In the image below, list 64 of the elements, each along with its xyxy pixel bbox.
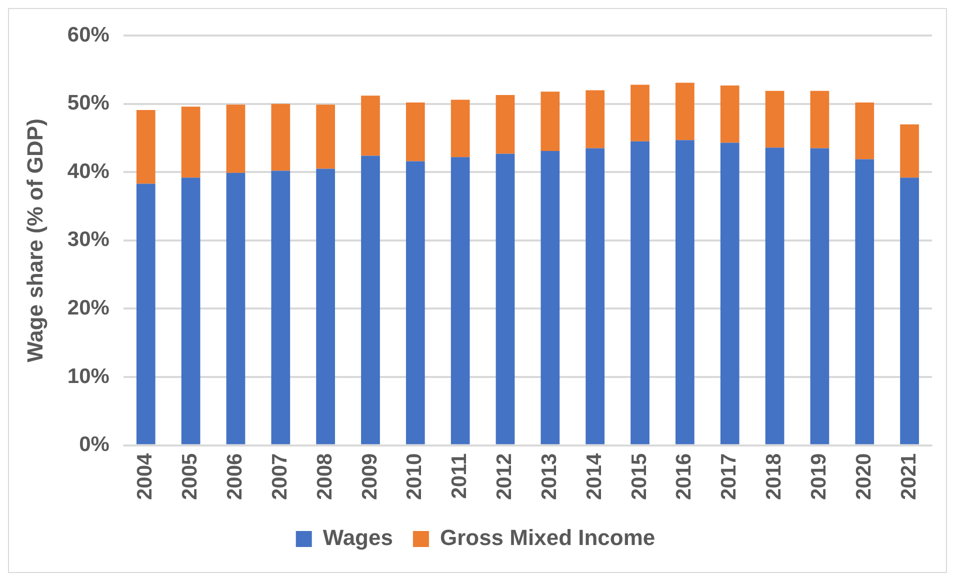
y-tick-label: 50% — [67, 92, 110, 115]
bar — [316, 104, 336, 169]
bar — [496, 95, 515, 154]
x-tick-label: 2010 — [403, 453, 426, 500]
bar — [855, 159, 874, 444]
y-tick-label: 40% — [67, 160, 110, 183]
x-tick-label: 2015 — [628, 452, 651, 500]
x-tick-label: 2007 — [268, 453, 292, 500]
bar — [540, 150, 560, 444]
x-tick-label: 2016 — [672, 453, 696, 500]
bar — [630, 84, 650, 142]
bar — [810, 148, 830, 444]
legend-label: Gross Mixed Income — [440, 525, 656, 550]
x-tick-label: 2020 — [852, 453, 876, 500]
x-tick-label: 2019 — [807, 453, 830, 500]
bar — [900, 124, 919, 178]
bar — [450, 157, 470, 444]
y-axis-title: Wage share (% of GDP) — [22, 118, 48, 362]
bar — [226, 104, 246, 173]
bar — [765, 148, 784, 444]
y-tick-label: 0% — [79, 433, 110, 456]
bar — [676, 82, 694, 140]
bar — [136, 110, 156, 184]
bar — [496, 154, 515, 444]
bar — [720, 142, 740, 444]
bar — [810, 90, 830, 148]
x-tick-label: 2014 — [582, 452, 606, 500]
bar — [181, 106, 200, 178]
x-tick-label: 2021 — [897, 452, 920, 500]
x-tick-label: 2009 — [358, 453, 382, 500]
bar — [406, 102, 425, 162]
bar — [586, 148, 605, 444]
bar — [450, 100, 470, 158]
x-tick-label: 2018 — [762, 452, 786, 500]
bar — [136, 184, 156, 444]
bar — [586, 90, 605, 148]
bar — [676, 140, 694, 444]
x-tick-label: 2011 — [448, 452, 472, 499]
x-tick-label: 2005 — [178, 452, 202, 500]
bar — [271, 104, 290, 171]
bar — [271, 170, 290, 444]
bar — [765, 90, 784, 148]
y-tick-label: 10% — [67, 364, 110, 388]
x-tick-label: 2006 — [224, 453, 247, 500]
bar — [226, 172, 246, 444]
bar — [900, 178, 919, 444]
bar — [181, 178, 200, 444]
bar — [406, 161, 425, 444]
y-tick-label: 20% — [67, 296, 110, 320]
x-tick-label: 2008 — [313, 452, 336, 500]
y-tick-label: 30% — [67, 228, 110, 252]
bar — [720, 85, 740, 143]
y-tick-label: 60% — [67, 23, 110, 46]
legend-label: Wages — [322, 525, 393, 550]
bar — [630, 141, 650, 444]
x-tick-label: 2017 — [718, 453, 741, 500]
x-tick-label: 2004 — [134, 452, 157, 500]
bar — [361, 156, 380, 444]
bar — [316, 168, 336, 444]
x-tick-label: 2012 — [493, 453, 516, 500]
x-tick-label: 2013 — [538, 453, 561, 500]
bar — [540, 92, 560, 151]
bar — [855, 102, 874, 160]
bar — [361, 96, 380, 156]
